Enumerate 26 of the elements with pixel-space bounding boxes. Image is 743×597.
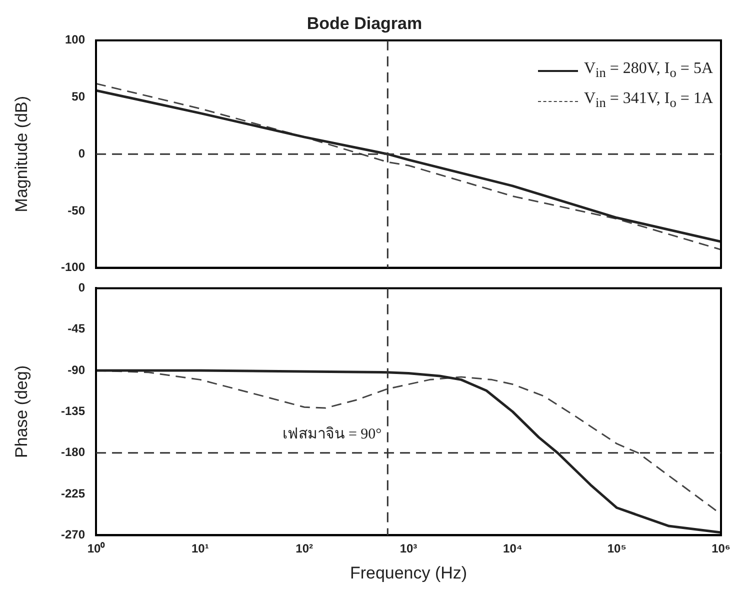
x-tick-label: 10²	[296, 542, 314, 556]
y-tick-label: -90	[68, 362, 86, 377]
x-tick-label: 10¹	[191, 542, 209, 556]
x-tick-label: 10⁶	[712, 542, 730, 556]
y-axis-title: Phase (deg)	[12, 365, 31, 458]
x-tick-label: 10⁵	[607, 542, 626, 556]
y-tick-label: 0	[78, 280, 86, 295]
x-axis-title: Frequency (Hz)	[350, 563, 468, 582]
y-tick-label: -225	[60, 486, 86, 500]
y-tick-label: -135	[60, 404, 86, 418]
y-tick-label: -45	[68, 322, 86, 336]
y-axis-title: Magnitude (dB)	[12, 96, 31, 212]
x-tick-label: 10⁴	[503, 542, 522, 556]
y-tick-label: 0	[78, 146, 86, 160]
chart-title: Bode Diagram	[306, 14, 422, 33]
y-tick-label: 100	[64, 32, 86, 47]
y-tick-label: -270	[60, 528, 86, 542]
y-tick-label: -100	[60, 260, 86, 274]
x-tick-label: 10³	[400, 542, 418, 556]
y-tick-label: 50	[72, 90, 86, 104]
annotation: เฟสมาจิน = 90°	[282, 426, 382, 443]
y-tick-label: -180	[60, 445, 86, 460]
legend-label: V$_{in}$ = 280V, I$_{o}$ = 5A	[584, 59, 713, 82]
x-tick-label: 10⁰	[87, 542, 106, 556]
legend-label: V$_{in}$ = 341V, I$_{o}$ = 1A	[584, 89, 713, 112]
y-tick-label: -50	[68, 203, 86, 218]
